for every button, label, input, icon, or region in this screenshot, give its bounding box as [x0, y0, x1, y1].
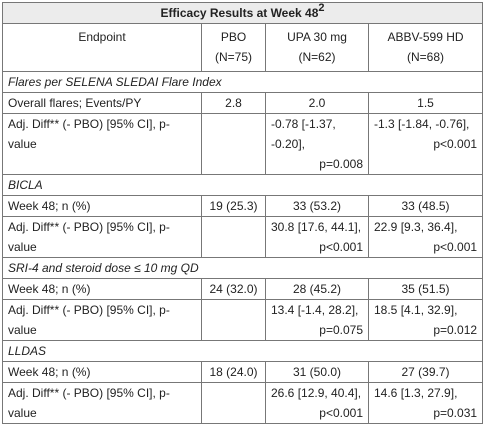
table-row: Adj. Diff** (- PBO) [95% CI], p-value 30.… — [2, 216, 484, 258]
section-header-row: BICLA — [1, 174, 484, 196]
cell-abbv-estimate: 22.9 [9.3, 36.4], — [374, 220, 458, 234]
cell-upa: 30.8 [17.6, 44.1], p<0.001 — [265, 216, 369, 258]
table-row: Adj. Diff** (- PBO) [95% CI], p-value 13.… — [2, 299, 484, 341]
table-row: Overall flares; Events/PY 2.8 2.0 1.5 — [2, 92, 484, 114]
header-pbo-name: PBO — [220, 30, 247, 44]
cell-upa-pvalue: p<0.001 — [319, 406, 363, 420]
cell-upa-pvalue: p=0.075 — [319, 323, 363, 337]
row-label: Adj. Diff** (- PBO) [95% CI], p-value — [2, 113, 202, 175]
cell-pbo — [201, 299, 266, 341]
cell-abbv: 27 (39.7) — [367, 361, 484, 383]
cell-upa: 13.4 [-1.4, 28.2], p=0.075 — [265, 299, 369, 341]
row-label: Week 48; n (%) — [2, 278, 202, 300]
cell-pbo — [201, 113, 266, 175]
cell-abbv-pvalue: p=0.031 — [433, 406, 478, 420]
cell-upa-estimate: -0.78 [-1.37, -0.20], — [271, 117, 336, 151]
cell-upa: 31 (50.0) — [265, 361, 369, 383]
header-upa: UPA 30 mg (N=62) — [265, 23, 369, 72]
row-label: Week 48; n (%) — [2, 361, 202, 383]
cell-upa-estimate: 30.8 [17.6, 44.1], — [271, 220, 362, 234]
cell-abbv-estimate: -1.3 [-1.84, -0.76], — [374, 117, 470, 131]
section-label: LLDAS — [1, 340, 484, 362]
cell-upa: -0.78 [-1.37, -0.20], p=0.008 — [265, 113, 369, 175]
section-header-row: Flares per SELENA SLEDAI Flare Index — [1, 71, 484, 93]
header-abbv: ABBV-599 HD (N=68) — [367, 23, 484, 72]
table-title: Efficacy Results at Week 482 — [1, 2, 484, 24]
row-label: Week 48; n (%) — [2, 195, 202, 217]
cell-upa-estimate: 26.6 [12.9, 40.4], — [271, 386, 362, 400]
cell-abbv: 22.9 [9.3, 36.4], p<0.001 — [367, 216, 484, 258]
cell-abbv: -1.3 [-1.84, -0.76], p<0.001 — [367, 113, 484, 175]
header-pbo: PBO (N=75) — [201, 23, 266, 72]
cell-upa: 2.0 — [265, 92, 369, 114]
cell-upa-pvalue: p=0.008 — [319, 157, 363, 171]
row-label: Adj. Diff** (- PBO) [95% CI], p-value — [2, 382, 202, 424]
cell-upa-pvalue: p<0.001 — [319, 240, 363, 254]
cell-pbo — [201, 382, 266, 424]
section-label: BICLA — [1, 174, 484, 196]
cell-pbo: 2.8 — [201, 92, 266, 114]
table-title-row: Efficacy Results at Week 482 — [1, 2, 484, 24]
row-label: Adj. Diff** (- PBO) [95% CI], p-value — [2, 216, 202, 258]
table-row: Week 48; n (%) 19 (25.3) 33 (53.2) 33 (48.5… — [2, 195, 484, 217]
cell-upa-estimate: 13.4 [-1.4, 28.2], — [271, 303, 359, 317]
header-abbv-name: ABBV-599 HD — [387, 30, 464, 44]
cell-pbo — [201, 216, 266, 258]
table-row: Week 48; n (%) 24 (32.0) 28 (45.2) 35 (51.5… — [2, 278, 484, 300]
footnote-ref: 2 — [318, 2, 325, 14]
section-label: Flares per SELENA SLEDAI Flare Index — [1, 71, 484, 93]
cell-pbo: 24 (32.0) — [201, 278, 266, 300]
cell-pbo: 19 (25.3) — [201, 195, 266, 217]
cell-pbo: 18 (24.0) — [201, 361, 266, 383]
section-label: SRI-4 and steroid dose ≤ 10 mg QD — [1, 257, 484, 279]
cell-abbv-estimate: 18.5 [4.1, 32.9], — [374, 303, 458, 317]
table-row: Adj. Diff** (- PBO) [95% CI], p-value -0.… — [2, 113, 484, 175]
cell-abbv: 35 (51.5) — [367, 278, 484, 300]
cell-upa: 33 (53.2) — [265, 195, 369, 217]
cell-abbv-pvalue: p<0.001 — [433, 137, 478, 151]
header-endpoint: Endpoint — [2, 23, 202, 72]
header-upa-n: (N=62) — [298, 50, 336, 64]
section-header-row: SRI-4 and steroid dose ≤ 10 mg QD — [1, 257, 484, 279]
cell-abbv-pvalue: p<0.001 — [433, 240, 478, 254]
cell-upa: 26.6 [12.9, 40.4], p<0.001 — [265, 382, 369, 424]
cell-upa: 28 (45.2) — [265, 278, 369, 300]
header-pbo-n: (N=75) — [214, 50, 252, 64]
cell-abbv: 1.5 — [367, 92, 484, 114]
table-row: Week 48; n (%) 18 (24.0) 31 (50.0) 27 (39.7… — [2, 361, 484, 383]
header-abbv-n: (N=68) — [407, 50, 445, 64]
cell-abbv-pvalue: p=0.012 — [433, 323, 478, 337]
table-title-text: Efficacy Results at Week 48 — [160, 6, 319, 20]
cell-abbv: 18.5 [4.1, 32.9], p=0.012 — [367, 299, 484, 341]
table-row: Adj. Diff** (- PBO) [95% CI], p-value 26.… — [2, 382, 484, 424]
row-label: Overall flares; Events/PY — [2, 92, 202, 114]
section-header-row: LLDAS — [1, 340, 484, 362]
cell-abbv: 14.6 [1.3, 27.9], p=0.031 — [367, 382, 484, 424]
column-header-row: Endpoint PBO (N=75) UPA 30 mg (N=62) ABB… — [2, 23, 484, 72]
cell-abbv-estimate: 14.6 [1.3, 27.9], — [374, 386, 458, 400]
row-label: Adj. Diff** (- PBO) [95% CI], p-value — [2, 299, 202, 341]
header-upa-name: UPA 30 mg — [287, 30, 347, 44]
cell-abbv: 33 (48.5) — [367, 195, 484, 217]
